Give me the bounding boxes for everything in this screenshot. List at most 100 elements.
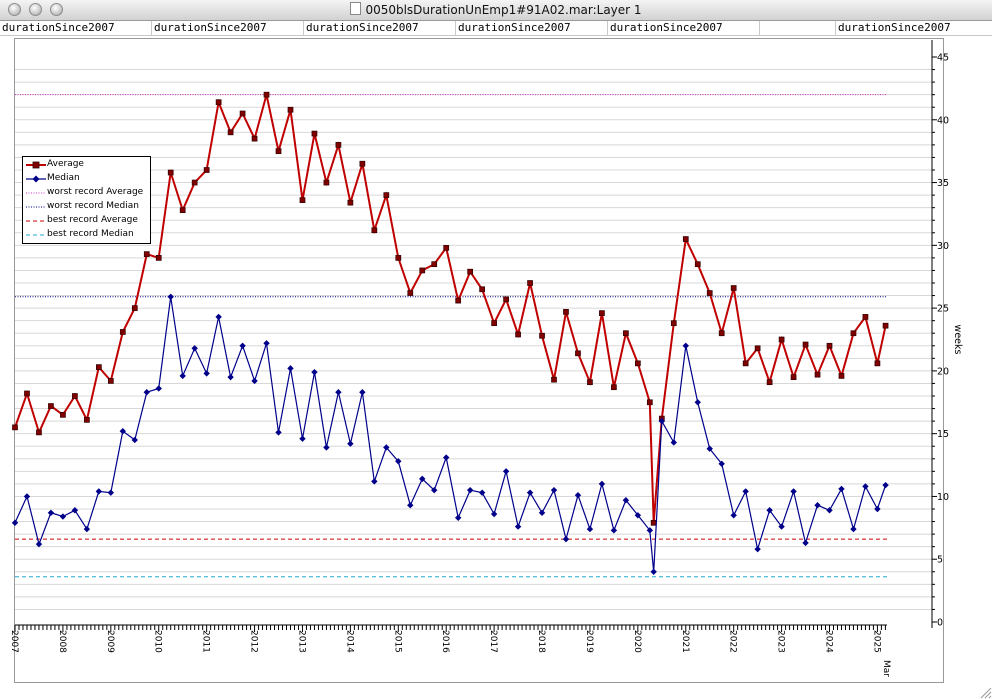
average-point [443,244,450,251]
legend-swatch-median [26,175,46,183]
median-point [454,514,462,521]
average-point [563,309,569,315]
y-tick-label: 40 [937,115,949,126]
legend-item-best-average: best record Average [23,214,150,227]
average-point [874,360,881,367]
median-point [323,444,330,451]
average-point [143,251,150,257]
average-point [155,255,162,261]
average-point [778,336,785,343]
legend-item-worst-median: worst record Median [23,200,150,213]
average-point [95,364,102,370]
average-point [882,322,889,329]
average-point [515,331,521,338]
average-point [84,417,90,423]
median-point [586,525,594,533]
legend-item-best-median: best record Median [23,228,150,241]
average-point [575,350,581,357]
x-tick-label: 2017 [488,630,498,653]
median-point [658,417,666,425]
y-tick-label: 30 [937,241,949,252]
tab-empty[interactable] [760,21,836,35]
median-point [191,345,198,352]
resize-grip-icon[interactable] [978,685,992,699]
zoom-window-button[interactable] [50,3,63,16]
average-point [730,285,737,291]
average-point [36,429,42,436]
median-point [263,340,270,347]
average-point [826,342,833,349]
x-tick-label: 2025 [871,630,881,653]
x-tick-label: 2016 [440,630,450,653]
median-point [431,486,438,494]
tab-duration-6[interactable]: durationSince2007 [838,21,951,34]
tab-duration-3[interactable]: durationSince2007 [304,21,456,35]
median-point [275,429,282,436]
median-point [239,342,246,349]
legend-swatch-average [26,161,46,169]
average-point [635,360,641,367]
window-title-container: 0050blsDurationUnEmp1#91A02.mar:Layer 1 [0,2,992,17]
y-tick-label: 0 [937,618,943,629]
legend-label-worst-average: worst record Average [47,187,144,197]
median-point [694,399,701,406]
average-point [383,192,390,198]
close-window-button[interactable] [8,3,21,16]
average-point [167,169,174,176]
y-tick-label: 10 [937,492,949,503]
average-point [119,329,126,335]
x-tick-label: 2018 [536,630,546,653]
average-point [263,91,270,98]
minimize-window-button[interactable] [29,3,42,16]
median-point [682,342,689,349]
median-point [95,488,103,495]
median-point [167,293,174,301]
average-point [275,148,282,155]
median-point [23,493,31,500]
x-tick-label: 2024 [824,630,834,653]
tab-duration-2[interactable]: durationSince2007 [152,21,304,35]
average-point [227,129,234,136]
median-point [802,539,809,547]
median-point [335,389,342,396]
average-point [131,305,138,311]
average-point [299,197,306,203]
average-point [682,236,689,242]
median-point [395,458,402,465]
tab-strip: durationSince2007 durationSince2007 dura… [0,21,992,36]
tab-duration-4[interactable]: durationSince2007 [456,21,608,35]
legend-label-median: Median [47,173,80,183]
legend-label-worst-median: worst record Median [47,201,139,211]
median-point [143,389,150,396]
grid-layer [15,69,932,610]
median-point [287,365,294,372]
median-point [550,486,558,494]
y-tick-label: 25 [937,304,949,315]
median-point [11,519,19,527]
tab-duration-1[interactable]: durationSince2007 [0,21,152,35]
median-point [107,489,115,496]
average-point [670,320,677,327]
legend-swatch-worst-average [26,192,46,194]
tab-duration-5[interactable]: durationSince2007 [608,21,760,35]
median-point [83,525,91,533]
average-point [527,280,533,286]
average-point [802,341,809,348]
median-point [646,527,654,534]
median-point [826,507,833,514]
reference-lines-layer [15,94,887,578]
median-point [790,488,797,495]
legend-label-best-average: best record Average [47,215,138,225]
median-point [419,475,426,483]
legend-swatch-worst-median [26,206,46,208]
average-point [335,142,342,148]
average-point [479,286,485,293]
median-point [706,445,713,452]
median-point [502,468,510,475]
median-point [203,370,210,377]
average-point [395,255,402,261]
average-point [551,376,557,383]
average-point [467,268,474,275]
average-point [239,110,246,117]
